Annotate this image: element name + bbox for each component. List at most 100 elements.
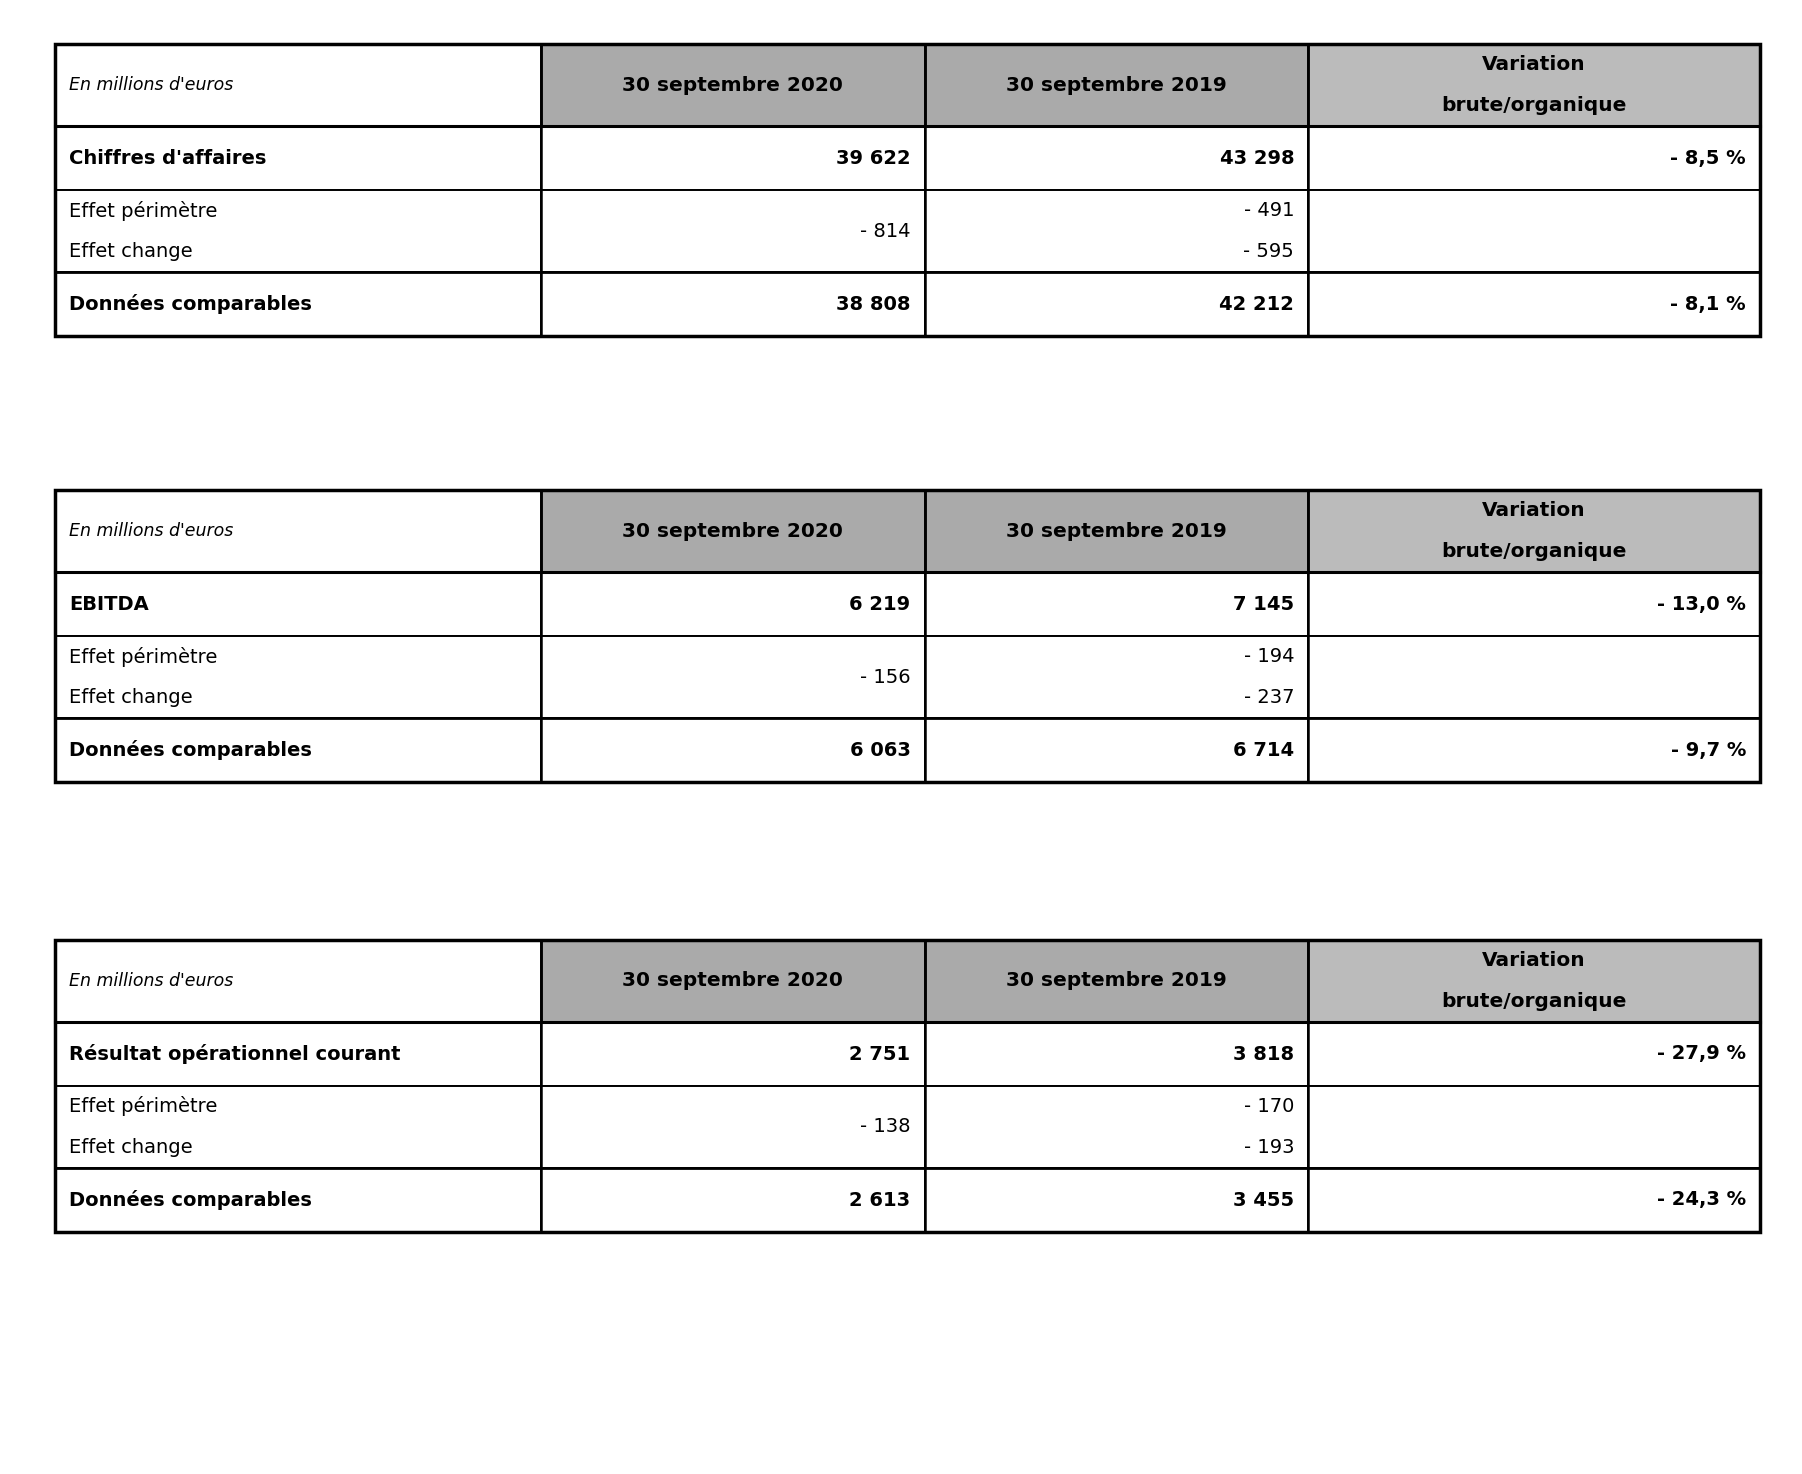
Bar [1308,1086,1761,1167]
Bar [1308,190,1761,273]
Text: Effet change: Effet change [68,688,193,708]
Text: - 814: - 814 [860,221,910,240]
Text: - 9,7 %: - 9,7 % [1670,740,1746,759]
Bar [1308,718,1761,783]
Text: Chiffres d'affaires: Chiffres d'affaires [68,149,267,168]
Text: Données comparables: Données comparables [68,293,312,314]
Bar [56,273,541,336]
Text: - 24,3 %: - 24,3 % [1656,1191,1746,1210]
Bar [924,273,1308,336]
Text: Effet change: Effet change [68,242,193,261]
Text: Effet périmètre: Effet périmètre [68,1097,218,1116]
Bar [56,1086,541,1167]
Text: - 237: - 237 [1243,688,1294,708]
Bar [56,489,1761,783]
Bar [924,489,1308,572]
Bar [56,489,541,572]
Text: - 595: - 595 [1243,242,1294,261]
Bar [541,125,924,190]
Text: 6 219: 6 219 [849,594,910,613]
Text: brute/organique: brute/organique [1442,96,1627,115]
Bar [56,940,541,1021]
Bar [924,572,1308,635]
Bar [924,635,1308,718]
Bar [924,125,1308,190]
Bar [56,1167,541,1232]
Bar [924,1167,1308,1232]
Text: Données comparables: Données comparables [68,1190,312,1210]
Bar [1308,44,1761,125]
Text: 38 808: 38 808 [836,295,910,314]
Bar [541,1021,924,1086]
Text: Résultat opérationnel courant: Résultat opérationnel courant [68,1044,400,1064]
Bar [1308,1167,1761,1232]
Text: 6 714: 6 714 [1233,740,1294,759]
Bar [541,190,924,273]
Text: 2 751: 2 751 [849,1045,910,1064]
Text: 30 septembre 2020: 30 septembre 2020 [622,971,843,991]
Bar [541,940,924,1021]
Bar [541,718,924,783]
Text: 42 212: 42 212 [1220,295,1294,314]
Text: Variation: Variation [1483,951,1586,970]
Text: 7 145: 7 145 [1233,594,1294,613]
Bar [1308,273,1761,336]
Text: En millions d'euros: En millions d'euros [68,971,232,991]
Text: 2 613: 2 613 [849,1191,910,1210]
Bar [56,44,541,125]
Text: - 170: - 170 [1243,1097,1294,1116]
Text: - 27,9 %: - 27,9 % [1658,1045,1746,1064]
Text: 3 455: 3 455 [1233,1191,1294,1210]
Text: brute/organique: brute/organique [1442,992,1627,1011]
Bar [924,1021,1308,1086]
Text: En millions d'euros: En millions d'euros [68,522,232,539]
Text: - 8,5 %: - 8,5 % [1670,149,1746,168]
Text: 6 063: 6 063 [851,740,910,759]
Text: 30 septembre 2020: 30 septembre 2020 [622,522,843,541]
Bar [56,940,1761,1232]
Text: Variation: Variation [1483,501,1586,520]
Bar [924,190,1308,273]
Bar [924,44,1308,125]
Bar [924,718,1308,783]
Text: 3 818: 3 818 [1233,1045,1294,1064]
Text: - 193: - 193 [1243,1138,1294,1157]
Bar [541,273,924,336]
Bar [56,572,541,635]
Bar [1308,635,1761,718]
Text: - 156: - 156 [860,668,910,687]
Text: - 138: - 138 [860,1117,910,1136]
Text: 39 622: 39 622 [836,149,910,168]
Text: 30 septembre 2019: 30 septembre 2019 [1006,75,1227,94]
Text: Données comparables: Données comparables [68,740,312,761]
Text: 30 septembre 2019: 30 septembre 2019 [1006,522,1227,541]
Bar [56,718,541,783]
Text: Effet change: Effet change [68,1138,193,1157]
Text: 43 298: 43 298 [1220,149,1294,168]
Text: 30 septembre 2019: 30 septembre 2019 [1006,971,1227,991]
Bar [56,125,541,190]
Text: Variation: Variation [1483,55,1586,74]
Text: 30 septembre 2020: 30 septembre 2020 [622,75,843,94]
Bar [1308,125,1761,190]
Bar [56,190,541,273]
Text: Effet périmètre: Effet périmètre [68,200,218,221]
Text: brute/organique: brute/organique [1442,542,1627,562]
Text: En millions d'euros: En millions d'euros [68,77,232,94]
Bar [1308,572,1761,635]
Bar [56,635,541,718]
Text: - 491: - 491 [1243,200,1294,220]
Bar [56,1021,541,1086]
Bar [541,1086,924,1167]
Bar [1308,940,1761,1021]
Bar [924,940,1308,1021]
Bar [924,1086,1308,1167]
Bar [1308,489,1761,572]
Text: - 194: - 194 [1243,647,1294,666]
Bar [56,44,1761,336]
Bar [541,572,924,635]
Text: - 13,0 %: - 13,0 % [1658,594,1746,613]
Bar [541,44,924,125]
Text: EBITDA: EBITDA [68,594,150,613]
Text: - 8,1 %: - 8,1 % [1670,295,1746,314]
